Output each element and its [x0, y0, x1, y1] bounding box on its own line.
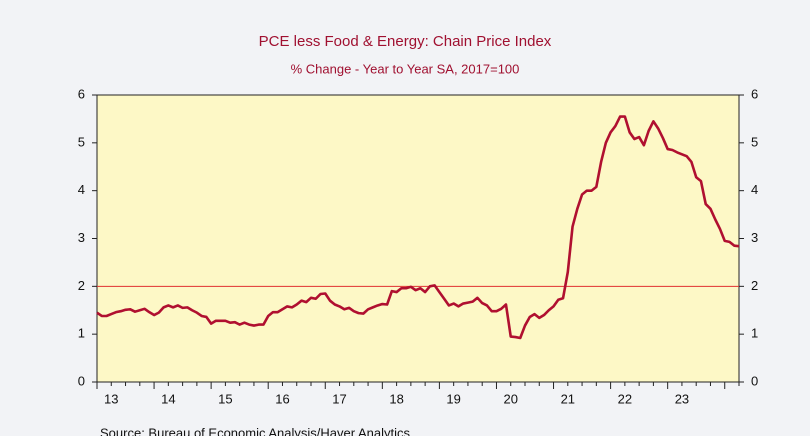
- x-tick-label: 17: [332, 391, 346, 406]
- x-tick-label: 16: [275, 391, 289, 406]
- x-tick-label: 14: [161, 391, 175, 406]
- y-tick-label: 2: [78, 278, 85, 293]
- y2-tick-label: 6: [751, 86, 758, 101]
- y-tick-label: 0: [78, 373, 85, 388]
- source-note: Source: Bureau of Economic Analysis/Have…: [100, 425, 410, 436]
- y-tick-label: 6: [78, 86, 85, 101]
- y2-tick-label: 1: [751, 326, 758, 341]
- x-tick-label: 23: [675, 391, 689, 406]
- y-tick-label: 3: [78, 230, 85, 245]
- x-tick-label: 20: [503, 391, 517, 406]
- x-tick-label: 19: [446, 391, 460, 406]
- y2-tick-label: 2: [751, 278, 758, 293]
- x-tick-label: 22: [618, 391, 632, 406]
- y2-tick-label: 5: [751, 134, 758, 149]
- y2-tick-label: 0: [751, 373, 758, 388]
- y-tick-label: 5: [78, 134, 85, 149]
- x-tick-label: 13: [104, 391, 118, 406]
- y-tick-label: 1: [78, 326, 85, 341]
- series-line: [96, 115, 740, 340]
- x-tick-label: 18: [389, 391, 403, 406]
- y-tick-label: 4: [78, 182, 85, 197]
- chart-subtitle: % Change - Year to Year SA, 2017=100: [291, 61, 520, 76]
- y2-tick-label: 3: [751, 230, 758, 245]
- y2-tick-label: 4: [751, 182, 758, 197]
- x-tick-label: 21: [561, 391, 575, 406]
- x-tick-label: 15: [218, 391, 232, 406]
- plot-area: [96, 94, 740, 383]
- chart-title: PCE less Food & Energy: Chain Price Inde…: [259, 33, 552, 50]
